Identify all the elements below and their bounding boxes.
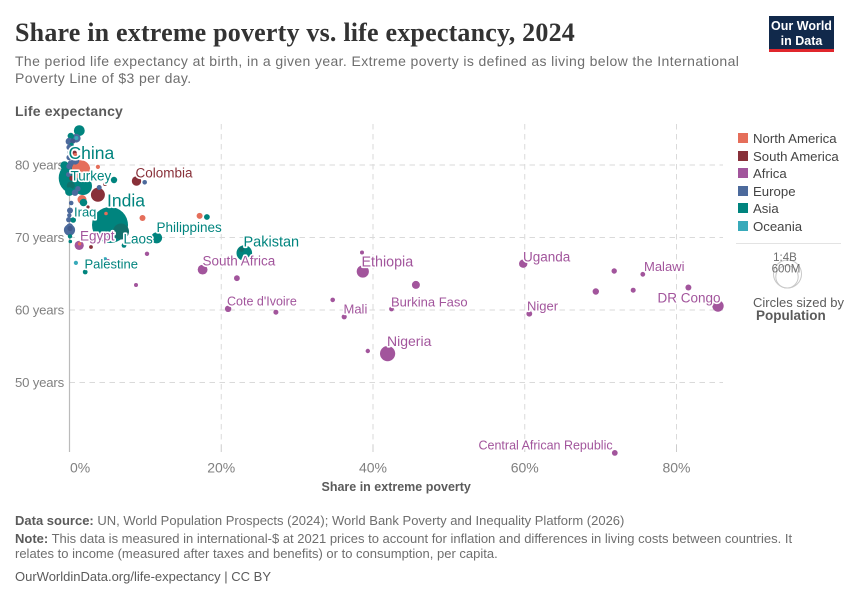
svg-text:Uganda: Uganda <box>523 250 571 265</box>
svg-text:China: China <box>69 143 115 163</box>
svg-text:Nigeria: Nigeria <box>387 333 432 349</box>
svg-text:South Africa: South Africa <box>203 254 276 269</box>
svg-text:Cote d'Ivoire: Cote d'Ivoire <box>227 295 297 309</box>
svg-text:Mali: Mali <box>344 302 368 317</box>
svg-text:Philippines: Philippines <box>157 220 223 235</box>
svg-text:DR Congo: DR Congo <box>658 291 721 306</box>
svg-text:Niger: Niger <box>527 299 559 314</box>
svg-text:India: India <box>107 191 145 211</box>
svg-text:Pakistan: Pakistan <box>244 235 300 251</box>
svg-text:20%: 20% <box>207 459 235 475</box>
svg-text:Central African Republic: Central African Republic <box>479 439 613 453</box>
svg-text:Malawi: Malawi <box>644 259 685 274</box>
svg-text:Ethiopia: Ethiopia <box>362 255 414 271</box>
svg-text:60%: 60% <box>511 459 539 475</box>
svg-text:600M: 600M <box>772 264 801 276</box>
svg-text:Laos: Laos <box>124 232 154 247</box>
svg-text:Colombia: Colombia <box>136 166 194 181</box>
svg-text:60 years: 60 years <box>15 303 65 318</box>
svg-text:80 years: 80 years <box>15 158 65 173</box>
svg-text:1:4B: 1:4B <box>773 252 797 264</box>
svg-text:40%: 40% <box>359 459 387 475</box>
svg-text:50 years: 50 years <box>15 375 65 390</box>
svg-text:Iraq: Iraq <box>74 205 96 220</box>
svg-text:Turkey: Turkey <box>71 169 112 184</box>
svg-text:0%: 0% <box>70 459 90 475</box>
svg-text:Egypt: Egypt <box>80 229 115 244</box>
svg-text:Burkina Faso: Burkina Faso <box>391 295 468 310</box>
svg-text:70 years: 70 years <box>15 230 65 245</box>
svg-text:Palestine: Palestine <box>85 257 138 272</box>
svg-text:80%: 80% <box>662 459 690 475</box>
